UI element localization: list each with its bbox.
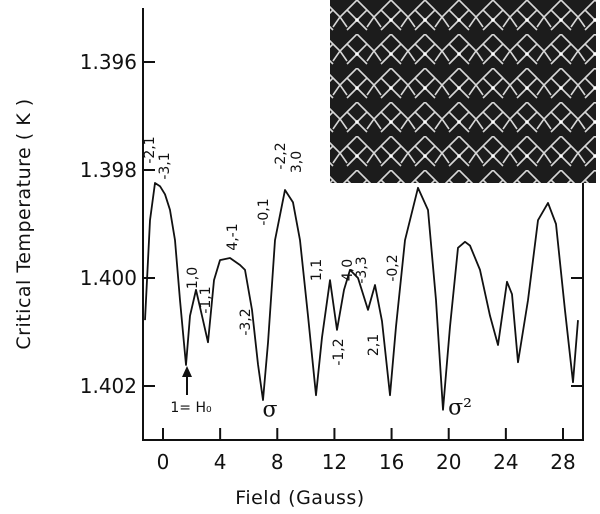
annotation: -3,3 [354,256,370,283]
annotation: 1= H₀ [170,400,212,416]
annotation: σ [262,398,277,423]
annotation: -2,2 [273,142,289,169]
y-axis-title: Critical Temperature ( K ) [13,98,35,349]
annotation: 2,1 [366,334,382,356]
annotation: -2,1 [142,136,158,163]
x-tick-label: 8 [271,450,284,474]
x-tick-label: 20 [436,450,461,474]
annotation: -1,1 [198,286,214,313]
annotation: 3,0 [289,151,305,173]
annotation: 4,0 [340,259,356,281]
annotation: -3,1 [157,152,173,179]
axis-frame [142,8,584,441]
annotation: -1,2 [331,338,347,365]
x-tick-label: 12 [322,450,347,474]
y-tick-label: 1.396 [80,50,137,74]
data-line [144,182,579,411]
x-tick-label: 28 [550,450,575,474]
arrow-head [182,366,192,377]
annotation: -0,1 [256,198,272,225]
annotation: 1,0 [185,267,201,289]
annotation: -3,2 [238,308,254,335]
y-tick-label: 1.400 [80,266,137,290]
annotation: 1,1 [309,259,325,281]
annotation: -0,2 [385,254,401,281]
x-tick-label: 16 [379,450,404,474]
x-tick-label: 24 [493,450,518,474]
x-tick-label: 4 [214,450,227,474]
annotation: σ² [448,396,472,421]
y-tick-label: 1.398 [80,158,137,182]
annotation: 4,-1 [225,223,241,250]
x-tick-label: 0 [157,450,170,474]
y-tick-label: 1.402 [80,374,137,398]
inset-tiling-image [330,0,596,183]
x-axis-title: Field (Gauss) [235,487,364,509]
